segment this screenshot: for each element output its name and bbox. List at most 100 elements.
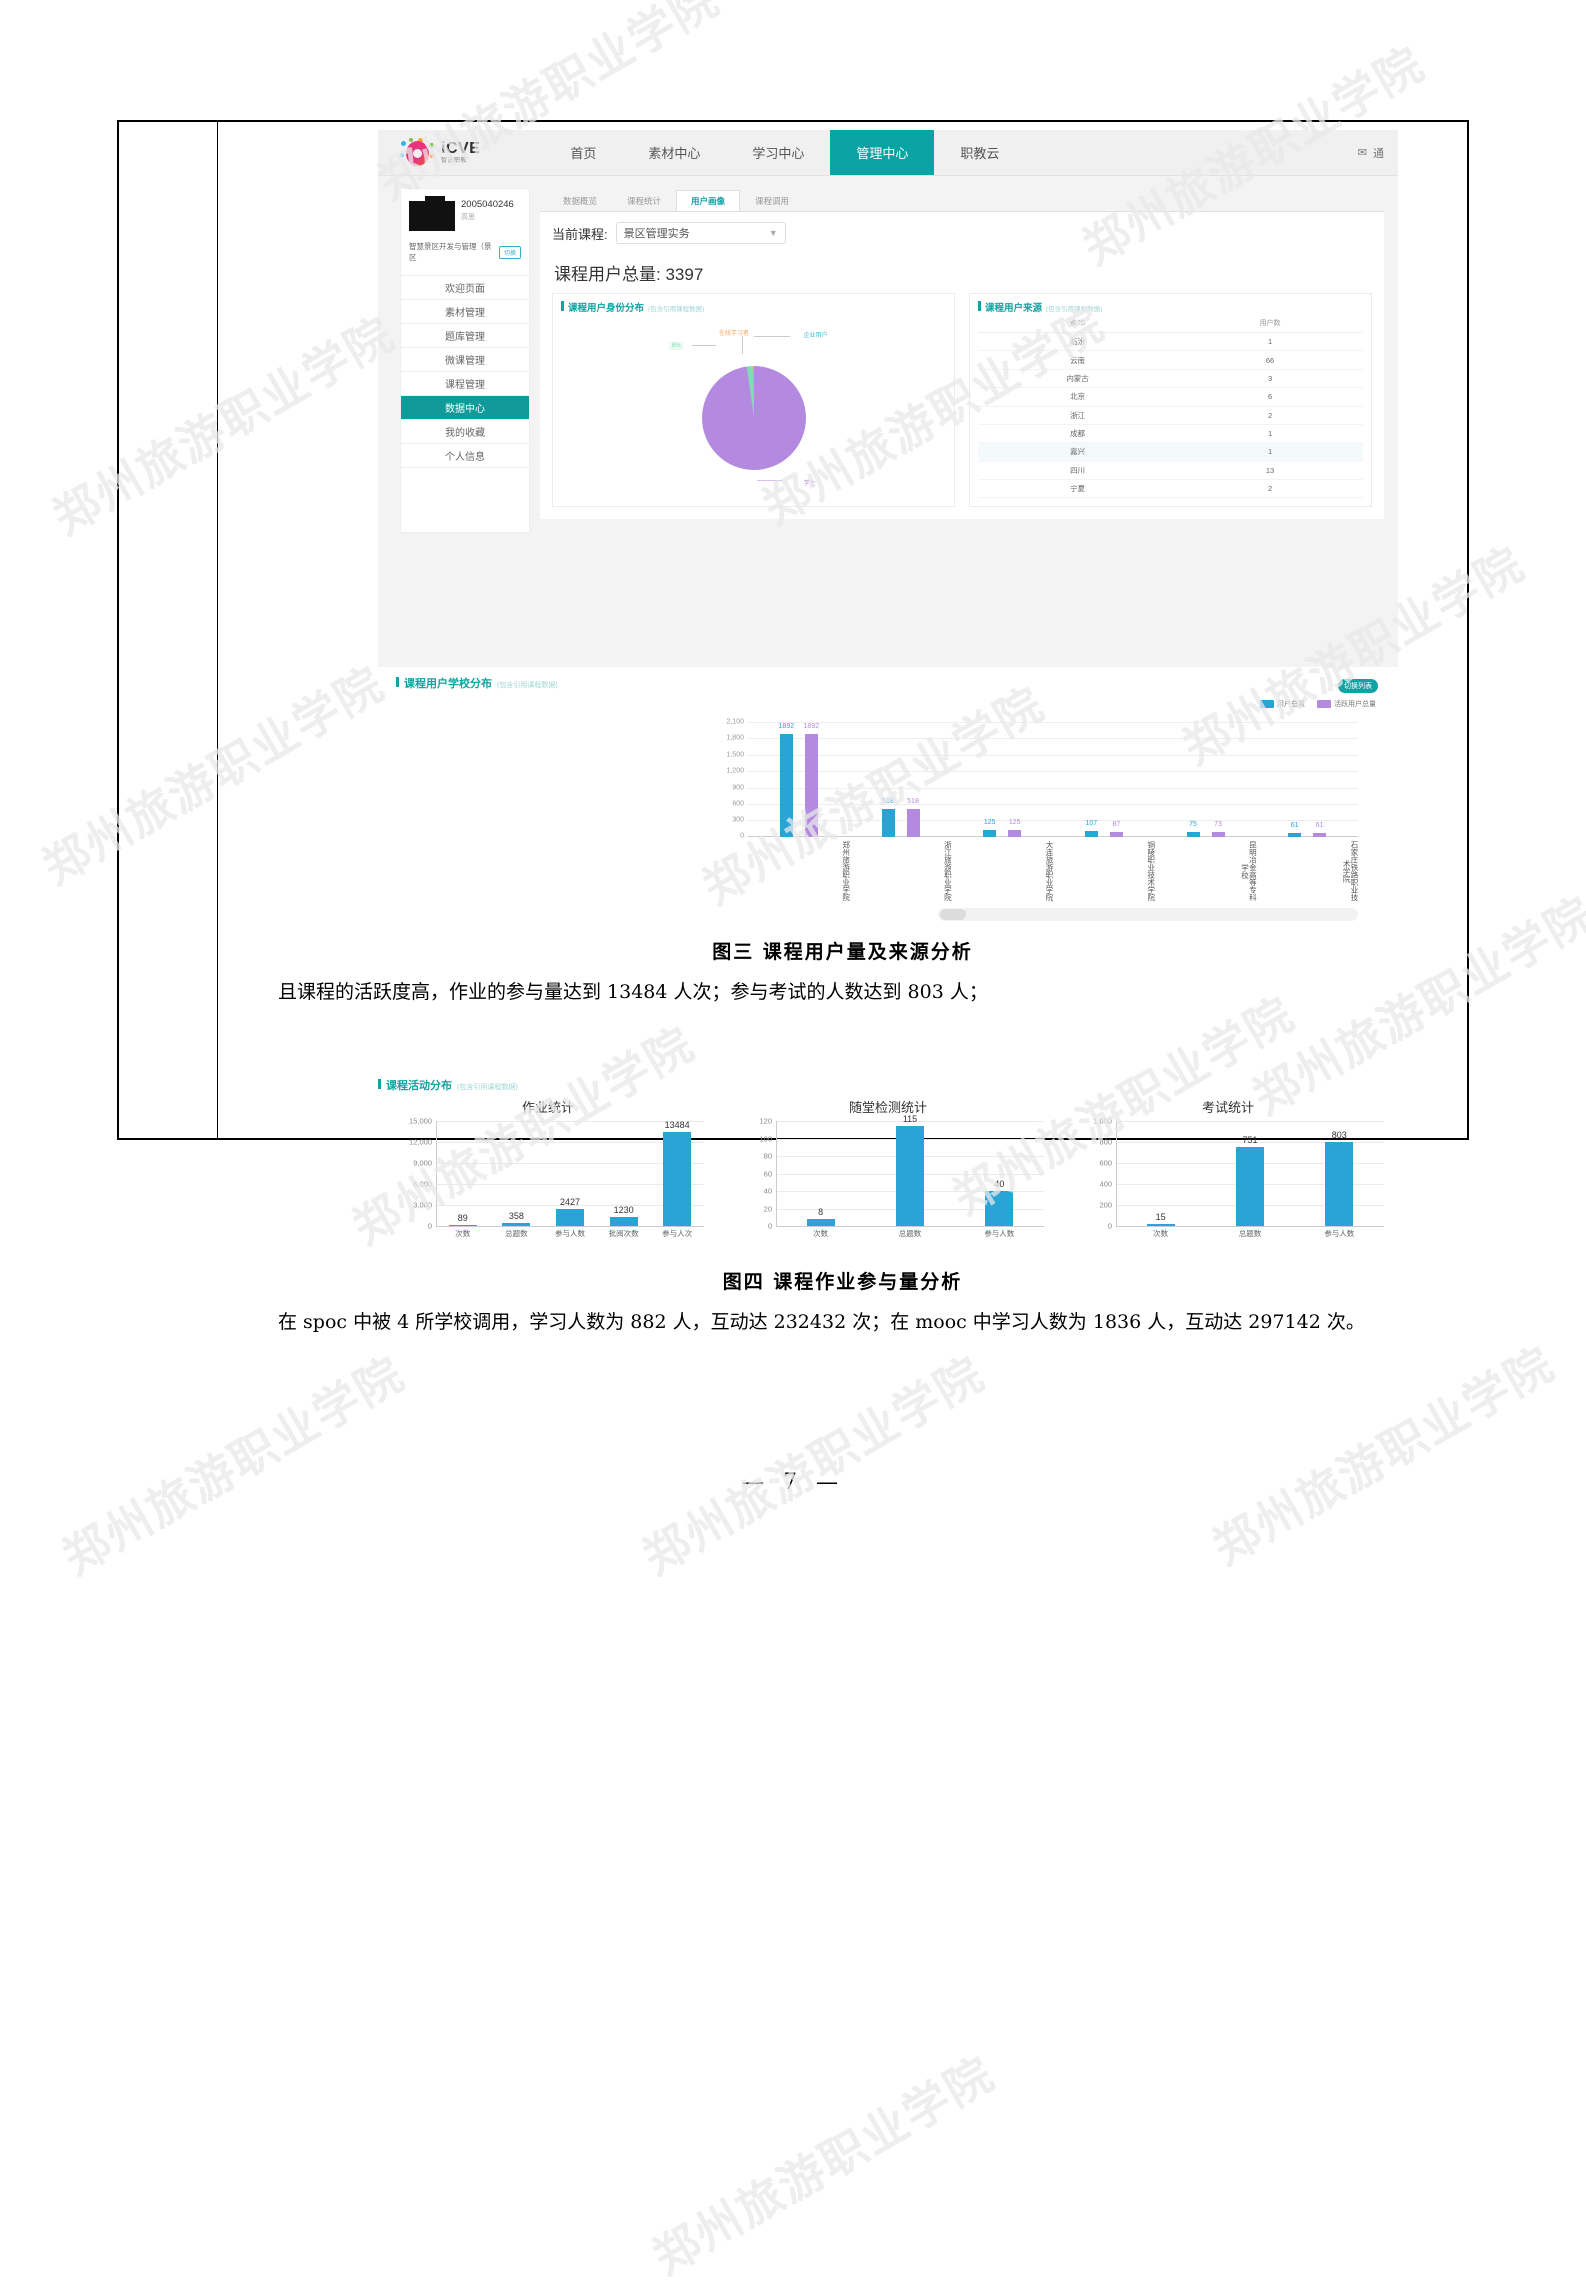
topnav-item-admin-center[interactable]: 管理中心 — [830, 130, 935, 175]
bar-total: 61 — [1288, 822, 1302, 837]
sidebar-item-material[interactable]: 素材管理 — [401, 300, 529, 324]
top-navigation[interactable]: 首页 素材中心 学习中心 管理中心 职教云 — [544, 130, 1025, 175]
x-tick-label: 总题数 — [1238, 1229, 1262, 1238]
quiz-chart-title: 随堂检测统计 — [848, 1100, 927, 1115]
exam-chart-title: 考试统计 — [1201, 1100, 1254, 1115]
cell-count: 13 — [1177, 461, 1363, 481]
bar-group: 61 61 — [1256, 722, 1358, 837]
topnav-item-study-center[interactable]: 学习中心 — [752, 146, 805, 161]
total-users-value: 3397 — [665, 265, 704, 284]
y-tick: 120 — [759, 1116, 772, 1126]
pie-leader-line-4 — [757, 480, 784, 481]
bar-value: 803 — [1331, 1130, 1347, 1140]
bar-value: 751 — [1242, 1135, 1258, 1145]
topnav-item-home[interactable]: 首页 — [570, 146, 597, 161]
quiz-x-labels: 次数 总题数 参与人数 — [776, 1228, 1044, 1239]
content-area: 数据概览 课程统计 用户画像 课程调用 当前课程: 景区管理实务 ▼ — [540, 188, 1384, 675]
sub-tab-bar[interactable]: 数据概览 课程统计 用户画像 课程调用 — [540, 188, 1384, 212]
cell-province: 北京 — [978, 387, 1178, 407]
sidebar-item-welcome[interactable]: 欢迎页面 — [401, 276, 529, 300]
bar-value: 61 — [1290, 822, 1299, 829]
watermark: 郑州旅游职业学院 — [643, 2046, 1004, 2285]
cell-count: 1 — [1177, 442, 1363, 462]
tab-course-stats[interactable]: 课程统计 — [627, 196, 662, 206]
title-accent-bar — [978, 301, 981, 311]
bar-group: 75 73 — [1155, 722, 1257, 837]
x-tick-label: 次数 — [813, 1229, 829, 1238]
sidebar-item-profile[interactable]: 个人信息 — [401, 444, 529, 468]
pie-label-enterprise: 企业用户 — [803, 333, 828, 339]
pie-leader-line-1 — [741, 336, 743, 354]
sidebar-item-data-center[interactable]: 数据中心 — [401, 396, 529, 420]
table-row: 浙江 2 — [978, 406, 1363, 425]
y-tick: 12,000 — [409, 1137, 432, 1147]
chart-horizontal-scrollbar[interactable] — [938, 908, 1358, 921]
legend-active-users[interactable]: 活跃用户总量 — [1317, 699, 1376, 709]
cell-province: 临汾 — [978, 332, 1178, 352]
bar-value: 125 — [1008, 819, 1021, 826]
course-select[interactable]: 景区管理实务 ▼ — [615, 222, 786, 244]
course-selector-bar: 当前课程: 景区管理实务 ▼ — [540, 212, 1384, 254]
x-tick-label: 总题数 — [505, 1229, 528, 1238]
bar-value: 115 — [902, 1114, 918, 1124]
bar-value: 87 — [1112, 821, 1121, 828]
y-tick: 1,500 — [726, 751, 744, 759]
switch-course-button[interactable]: 切换 — [498, 245, 521, 259]
mail-icon[interactable]: ✉ — [1357, 147, 1367, 159]
school-bars: 1892 1892 518 518 125 125 107 87 — [748, 722, 1358, 837]
y-tick: 300 — [732, 816, 744, 824]
watermark: 郑州旅游职业学院 — [53, 1346, 414, 1585]
y-tick: 0 — [740, 832, 744, 840]
table-row: 宁夏 2 — [978, 479, 1363, 499]
pie-value-left: 6% — [668, 342, 684, 350]
table-row: 内蒙古 3 — [978, 369, 1363, 389]
school-chart-legend: 用户总量 活跃用户总量 — [1260, 699, 1376, 709]
icve-dashboard-screenshot: iCVE 智慧职教 首页 素材中心 学习中心 管理中心 职教云 ✉ 通 — [378, 130, 1398, 675]
table-row: 嘉兴 1 — [978, 442, 1363, 462]
legend-label: 活跃用户总量 — [1334, 701, 1376, 708]
cell-province: 浙江 — [978, 406, 1178, 425]
figure-4-caption: 图四 课程作业参与量分析 — [722, 1271, 963, 1293]
topnav-item-vocational-cloud[interactable]: 职教云 — [960, 146, 1000, 161]
exam-x-labels: 次数 总题数 参与人数 — [1116, 1228, 1384, 1239]
header-right-area[interactable]: ✉ 通 — [1358, 145, 1384, 161]
sidebar-item-favorites[interactable]: 我的收藏 — [401, 420, 529, 444]
legend-total-users[interactable]: 用户总量 — [1260, 699, 1305, 709]
scrollbar-thumb[interactable] — [940, 909, 966, 920]
identity-distribution-card: 课程用户身份分布 (包含引用课程数据) 在线学习者 企业用户 6% 学生 — [552, 293, 955, 508]
y-tick: 40 — [763, 1186, 772, 1196]
y-tick: 600 — [732, 800, 744, 808]
stats-panel: 课程用户总量: 3397 课程用户身份分布 (包含引用课程数据) — [540, 254, 1384, 520]
y-tick: 1,000 — [1093, 1116, 1112, 1126]
bar-value: 518 — [882, 798, 894, 805]
cell-province: 成都 — [978, 424, 1178, 444]
cell-province: 宁夏 — [978, 479, 1178, 499]
bar-active: 87 — [1109, 821, 1123, 837]
topnav-item-material-center[interactable]: 素材中心 — [648, 146, 701, 161]
table-left-column — [119, 122, 218, 1138]
bar-value: 89 — [457, 1213, 468, 1223]
activity-distribution-card: 课程活动分布 (包含引用课程数据) 作业统计 15,000 12,000 9,0… — [378, 1077, 1398, 1262]
tab-data-overview[interactable]: 数据概览 — [563, 196, 598, 206]
x-tick-label: 大连旅游职业学院 — [1045, 841, 1055, 901]
sidebar-current-course: 智慧景区开发与管理（景区 — [409, 242, 492, 262]
total-users-line: 课程用户总量: 3397 — [554, 260, 1372, 285]
pie-leader-line-3 — [691, 345, 716, 346]
bar — [1325, 1142, 1354, 1226]
sidebar-item-course[interactable]: 课程管理 — [401, 372, 529, 396]
x-tick-label: 参与人数 — [984, 1229, 1015, 1238]
y-tick: 800 — [1099, 1137, 1112, 1147]
bar — [663, 1132, 692, 1226]
tab-course-invoke[interactable]: 课程调用 — [755, 196, 790, 206]
y-tick: 1,800 — [726, 734, 744, 742]
chevron-down-icon[interactable]: ▼ — [768, 228, 778, 238]
sidebar-item-question-bank[interactable]: 题库管理 — [401, 324, 529, 348]
tab-user-profile[interactable]: 用户画像 — [676, 190, 741, 211]
watermark: 郑州旅游职业学院 — [633, 1346, 994, 1585]
pie-label-online-learner: 在线学习者 — [718, 331, 749, 337]
cell-count: 1 — [1177, 332, 1363, 352]
homework-plot: 15,000 12,000 9,000 6,000 3,000 0 89 358… — [409, 1117, 704, 1231]
sidebar-item-microlesson[interactable]: 微课管理 — [401, 348, 529, 372]
switch-list-button[interactable]: 切换列表 — [1338, 679, 1378, 693]
user-source-table: 省/市 用户数 临汾 1 云南 66 内蒙古 3 北京 6 — [978, 314, 1363, 499]
